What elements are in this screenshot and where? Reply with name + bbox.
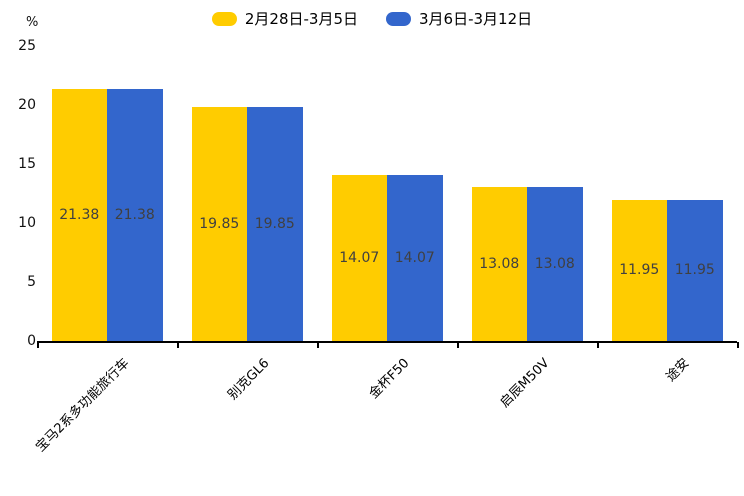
x-category-label-3: 启辰M50V <box>497 355 553 411</box>
chart-legend: 2月28日-3月5日 3月6日-3月12日 <box>0 8 744 29</box>
bar-week2-0: 21.38 <box>107 88 163 341</box>
bar-value-label: 21.38 <box>59 206 100 223</box>
x-category-label-4: 途安 <box>663 355 693 385</box>
bar-week2-3: 13.08 <box>527 186 583 341</box>
y-tick-label: 25 <box>18 38 36 54</box>
legend-item-week2[interactable]: 3月6日-3月12日 <box>386 8 532 29</box>
bar-value-label: 19.85 <box>254 215 295 232</box>
bar-value-label: 11.95 <box>619 262 660 279</box>
bar-value-label: 13.08 <box>479 255 520 272</box>
bar-week1-3: 13.08 <box>471 186 527 341</box>
x-category-label-0: 宝马2系多功能旅行车 <box>33 355 133 456</box>
bar-week2-2: 14.07 <box>387 174 443 341</box>
bar-week1-4: 11.95 <box>611 199 667 341</box>
bar-week1-0: 21.38 <box>51 88 107 341</box>
x-category-label-1: 别克GL6 <box>225 355 273 403</box>
x-axis-tick <box>37 342 39 348</box>
x-category-label-2: 金杯F50 <box>366 355 413 402</box>
bar-week1-1: 19.85 <box>191 106 247 341</box>
bar-value-label: 19.85 <box>199 215 240 232</box>
bar-value-label: 21.38 <box>114 206 155 223</box>
bar-value-label: 14.07 <box>394 249 435 266</box>
x-axis-tick <box>177 342 179 348</box>
x-axis-tick <box>317 342 319 348</box>
bar-week2-1: 19.85 <box>247 106 303 341</box>
bar-value-label: 13.08 <box>534 255 575 272</box>
y-axis-unit-label: % <box>26 15 39 30</box>
y-tick-label: 15 <box>18 156 36 172</box>
y-tick-label: 0 <box>27 333 36 349</box>
x-axis-tick <box>737 342 739 348</box>
legend-item-week1[interactable]: 2月28日-3月5日 <box>211 8 358 29</box>
legend-swatch-yellow-icon <box>211 11 237 26</box>
x-axis-tick <box>597 342 599 348</box>
legend-label-week1: 2月28日-3月5日 <box>244 10 358 28</box>
bar-value-label: 14.07 <box>339 249 380 266</box>
bar-week2-4: 11.95 <box>667 199 723 341</box>
x-axis-tick <box>457 342 459 348</box>
bar-value-label: 11.95 <box>674 262 715 279</box>
x-axis-line <box>37 341 737 343</box>
y-tick-label: 5 <box>27 274 36 290</box>
bar-week1-2: 14.07 <box>331 174 387 341</box>
legend-label-week2: 3月6日-3月12日 <box>419 10 533 28</box>
y-tick-label: 10 <box>18 215 36 231</box>
y-tick-label: 20 <box>18 97 36 113</box>
legend-swatch-blue-icon <box>386 11 411 26</box>
